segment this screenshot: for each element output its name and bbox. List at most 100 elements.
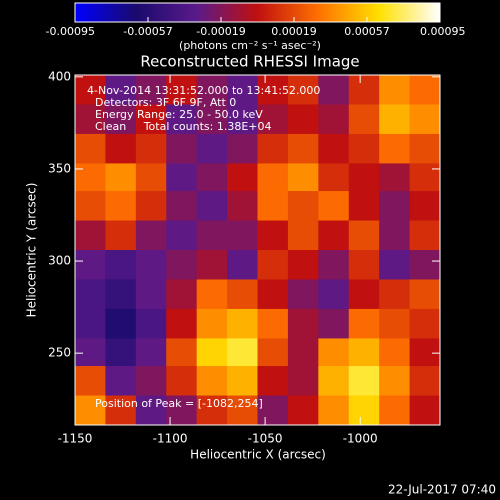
heatmap-cell (257, 104, 289, 135)
heatmap-cell (227, 308, 258, 339)
heatmap-cell (257, 163, 289, 194)
heatmap-cell (257, 220, 289, 251)
heatmap-cell (318, 191, 350, 222)
heatmap-cell (409, 220, 440, 251)
heatmap-cell (196, 395, 228, 425)
heatmap-cell (257, 191, 289, 222)
heatmap-cell (196, 250, 228, 280)
heatmap-cell (318, 279, 350, 310)
heatmap-cell (166, 133, 198, 164)
heatmap-cell (379, 133, 411, 164)
heatmap-cell (135, 395, 167, 425)
heatmap-cell (318, 366, 350, 397)
heatmap-cell (166, 163, 198, 194)
heatmap-cell (227, 163, 258, 194)
heatmap-cell (166, 75, 198, 105)
annotation: 4-Nov-2014 13:31:52.000 to 13:41:52.000 (87, 84, 320, 97)
heatmap-cell (135, 220, 167, 251)
heatmap-cell (379, 366, 411, 397)
heatmap-cell (287, 191, 319, 222)
heatmap-cell (75, 308, 106, 339)
heatmap-cell (348, 133, 380, 164)
heatmap-cell (287, 104, 319, 135)
heatmap-cell (379, 220, 411, 251)
heatmap-cell (348, 338, 380, 369)
heatmap-cell (348, 366, 380, 397)
heatmap-cell (166, 104, 198, 135)
heatmap-cell (196, 75, 228, 105)
heatmap-cell (348, 104, 380, 135)
x-axis-label: Heliocentric X (arcsec) (190, 448, 326, 462)
heatmap-cell (135, 308, 167, 339)
heatmap-cell (105, 338, 137, 369)
footer: 22-Jul-2017 07:40 (388, 483, 496, 497)
heatmap-cell (257, 308, 289, 339)
heatmap-cell (75, 163, 106, 194)
heatmap-cell (257, 250, 289, 280)
heatmap-cell (257, 133, 289, 164)
heatmap-cell (379, 395, 411, 425)
heatmap-cell (196, 220, 228, 251)
heatmap-cell (348, 75, 380, 105)
heatmap-cell (227, 395, 258, 425)
heatmap-cell (135, 75, 167, 105)
heatmap-cell (348, 220, 380, 251)
heatmap-cell (166, 395, 198, 425)
chart-title: Reconstructed RHESSI Image (140, 53, 359, 71)
heatmap-cell (257, 279, 289, 310)
y-axis-label: Heliocentric Y (arcsec) (25, 183, 39, 318)
heatmap-cell (105, 133, 137, 164)
heatmap-cell (409, 191, 440, 222)
heatmap-cell (196, 133, 228, 164)
heatmap-cell (135, 366, 167, 397)
heatmap-cell (135, 133, 167, 164)
heatmap-cell (105, 220, 137, 251)
heatmap-cell (227, 250, 258, 280)
heatmap-cell (379, 163, 411, 194)
heatmap-cell (409, 75, 440, 105)
heatmap-cell (105, 308, 137, 339)
heatmap-cell (287, 308, 319, 339)
x-tick-label: -1100 (153, 432, 188, 446)
y-tick-label: 400 (48, 69, 71, 83)
heatmap-cell (75, 395, 106, 425)
heatmap-cell (75, 104, 106, 135)
heatmap-cell (105, 163, 137, 194)
heatmap-cell (227, 279, 258, 310)
heatmap-cell (409, 366, 440, 397)
heatmap-cell (196, 308, 228, 339)
heatmap-cell (196, 366, 228, 397)
heatmap-cell (318, 395, 350, 425)
heatmap-cell (409, 395, 440, 425)
x-tick-label: -1000 (343, 432, 378, 446)
heatmap-cell (257, 395, 289, 425)
heatmap-cell (379, 279, 411, 310)
heatmap-cell (379, 191, 411, 222)
heatmap-cell (227, 338, 258, 369)
heatmap-cell (75, 250, 106, 280)
heatmap-cell (105, 104, 137, 135)
heatmap-cell (166, 220, 198, 251)
heatmap-cell (227, 220, 258, 251)
heatmap-cell (135, 279, 167, 310)
heatmap-cell (379, 104, 411, 135)
heatmap-cell (196, 191, 228, 222)
heatmap-cell (348, 191, 380, 222)
heatmap-cell (348, 163, 380, 194)
heatmap-cell (318, 75, 350, 105)
heatmap-cell (166, 338, 198, 369)
heatmap-cell (287, 133, 319, 164)
heatmap-cell (318, 163, 350, 194)
colorbar-label: (photons cm⁻² s⁻¹ asec⁻²) (179, 39, 321, 52)
heatmap-cell (75, 191, 106, 222)
heatmap-cell (409, 250, 440, 280)
heatmap-cell (75, 133, 106, 164)
x-tick-label: -1050 (248, 432, 283, 446)
annotation: Detectors: 3F 6F 9F, Att 0 (95, 96, 236, 109)
heatmap-cell (379, 75, 411, 105)
x-tick-label: -1150 (58, 432, 93, 446)
heatmap-cell (166, 308, 198, 339)
heatmap-cell (196, 163, 228, 194)
heatmap-cell (227, 366, 258, 397)
